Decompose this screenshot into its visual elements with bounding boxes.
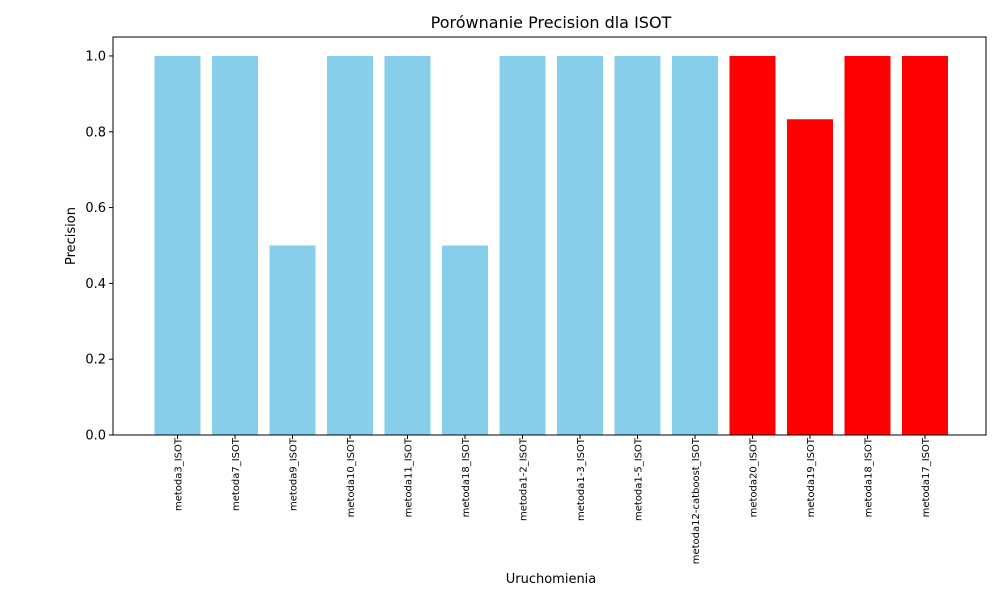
bar-12 — [844, 55, 891, 435]
x-tick-label-11: metoda19_ISOT — [806, 437, 817, 517]
y-axis: 0.0 0.2 0.4 0.6 0.8 1.0 — [85, 49, 113, 444]
bar-4 — [384, 55, 431, 435]
x-tick-label-6: metoda1-2_ISOT — [519, 437, 530, 521]
x-tick-label-3: metoda10_ISOT — [346, 437, 357, 517]
x-tick-label-9: metoda12-catboost_ISOT — [691, 437, 702, 564]
chart-title: Porównanie Precision dla ISOT — [431, 13, 672, 32]
bar-3 — [327, 55, 373, 435]
x-tick-label-4: metoda11_ISOT — [404, 437, 415, 517]
plot-frame — [112, 36, 987, 436]
x-tick-label-10: metoda20_ISOT — [749, 437, 760, 517]
bar-6 — [499, 55, 546, 435]
y-tick-label-4: 0.8 — [85, 125, 106, 140]
bar-8 — [614, 55, 661, 435]
x-tick-label-13: metoda17_ISOT — [921, 437, 932, 517]
bar-1 — [212, 55, 258, 435]
x-tick-label-12: metoda18_ISOT — [864, 437, 875, 517]
bar-11 — [787, 119, 833, 436]
y-tick-label-0: 0.0 — [85, 429, 106, 444]
y-tick-label-5: 1.0 — [85, 49, 106, 64]
bar-9 — [672, 55, 718, 435]
x-axis: metoda3_ISOT metoda7_ISOT metoda9_ISOT meto… — [174, 435, 932, 564]
x-tick-label-8: metoda1-5_ISOT — [634, 437, 645, 521]
y-tick-label-2: 0.4 — [85, 277, 106, 292]
y-tick-label-3: 0.6 — [85, 201, 106, 216]
x-axis-label: Uruchomienia — [506, 572, 597, 587]
x-tick-label-5: metoda18_ISOT — [461, 437, 472, 517]
bar-7 — [557, 55, 603, 435]
x-tick-label-7: metoda1-3_ISOT — [576, 437, 587, 521]
x-tick-label-0: metoda3_ISOT — [174, 437, 185, 511]
bar-13 — [902, 55, 948, 435]
y-axis-label: Precision — [64, 207, 79, 265]
bar-0 — [154, 55, 201, 435]
x-tick-label-2: metoda9_ISOT — [289, 437, 300, 511]
x-tick-label-1: metoda7_ISOT — [231, 437, 242, 511]
bars-group — [154, 55, 948, 436]
bar-10 — [729, 55, 776, 435]
bar-5 — [442, 245, 488, 435]
bar-2 — [269, 245, 316, 435]
y-tick-label-1: 0.2 — [85, 353, 106, 368]
